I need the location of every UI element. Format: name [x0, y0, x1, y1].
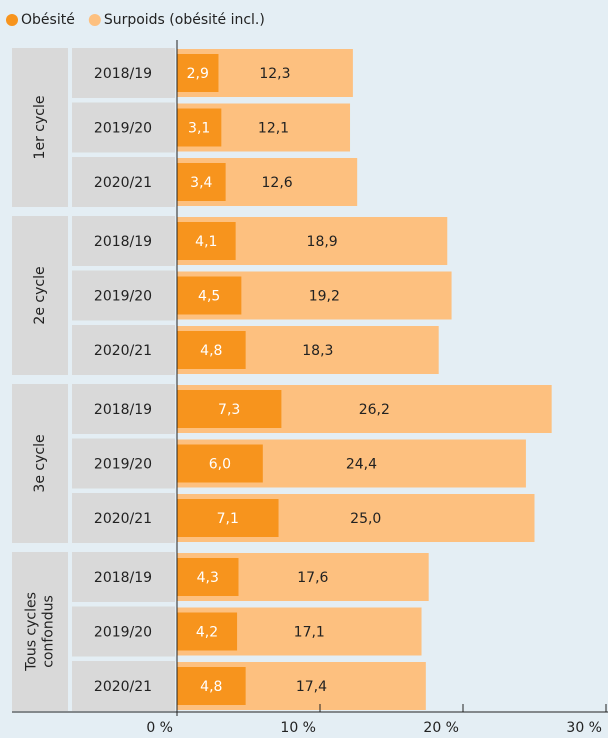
legend-swatch — [88, 14, 101, 26]
legend-swatch — [6, 14, 18, 26]
bar — [177, 222, 236, 260]
group-cell — [12, 48, 68, 207]
value-label: 25,0 — [350, 511, 381, 527]
value-label: 19,2 — [309, 289, 340, 305]
bar — [177, 667, 246, 705]
value-label: 17,1 — [294, 625, 325, 641]
value-label: 12,3 — [259, 66, 290, 82]
group-cell — [12, 552, 68, 711]
x-tick-label: 30 % — [566, 720, 602, 736]
value-label: 4,5 — [198, 289, 220, 305]
bar — [177, 499, 279, 537]
bar — [177, 390, 282, 428]
category-cell — [72, 216, 175, 266]
category-cell — [72, 384, 175, 434]
value-label: 12,1 — [258, 121, 289, 137]
value-label: 7,3 — [218, 402, 240, 418]
category-cell — [72, 157, 175, 207]
value-label: 3,1 — [188, 121, 210, 137]
category-cell — [72, 552, 175, 602]
legend-label: Surpoids (obésité incl.) — [104, 12, 265, 28]
value-label: 6,0 — [209, 457, 231, 473]
value-label: 4,3 — [197, 570, 219, 586]
bar — [177, 444, 263, 483]
category-cell — [72, 438, 175, 489]
value-label: 26,2 — [359, 402, 390, 418]
group-cell — [12, 384, 68, 543]
value-label: 24,4 — [346, 457, 377, 473]
category-label: 2018/19 — [94, 570, 152, 586]
bar — [177, 276, 242, 315]
group-cell — [12, 216, 68, 375]
value-label: 4,8 — [200, 343, 222, 359]
value-label: 2,9 — [187, 66, 209, 82]
x-tick-label: 0 % — [146, 720, 173, 736]
bar — [177, 558, 239, 596]
group-label: 2e cycle — [32, 266, 48, 324]
category-cell — [72, 661, 175, 711]
x-tick-label: 20 % — [423, 720, 459, 736]
value-label: 4,1 — [195, 234, 217, 250]
bar — [177, 331, 246, 369]
x-tick-label: 10 % — [280, 720, 316, 736]
category-cell — [72, 606, 175, 657]
value-label: 3,4 — [190, 175, 212, 191]
value-label: 4,8 — [200, 679, 222, 695]
category-label: 2020/21 — [94, 679, 152, 695]
bar — [177, 54, 219, 92]
bar — [177, 612, 238, 651]
category-cell — [72, 325, 175, 375]
category-label: 2018/19 — [94, 402, 152, 418]
value-label: 7,1 — [217, 511, 239, 527]
category-label: 2019/20 — [94, 121, 152, 137]
bar — [177, 163, 226, 201]
category-cell — [72, 270, 175, 321]
category-cell — [72, 48, 175, 98]
group-label: 3e cycle — [32, 434, 48, 492]
value-label: 4,2 — [196, 625, 218, 641]
category-label: 2019/20 — [94, 625, 152, 641]
category-cell — [72, 493, 175, 543]
legend-label: Obésité — [21, 12, 75, 28]
value-label: 17,6 — [297, 570, 328, 586]
category-label: 2020/21 — [94, 511, 152, 527]
group-label: Tous cyclesconfondus — [24, 592, 57, 672]
value-label: 12,6 — [262, 175, 293, 191]
category-label: 2018/19 — [94, 66, 152, 82]
value-label: 17,4 — [296, 679, 327, 695]
category-label: 2020/21 — [94, 343, 152, 359]
category-cell — [72, 102, 175, 153]
category-label: 2019/20 — [94, 457, 152, 473]
category-label: 2018/19 — [94, 234, 152, 250]
bar — [177, 108, 222, 147]
value-label: 18,9 — [307, 234, 338, 250]
category-label: 2019/20 — [94, 289, 152, 305]
category-label: 2020/21 — [94, 175, 152, 191]
group-label: 1er cycle — [32, 96, 48, 160]
value-label: 18,3 — [302, 343, 333, 359]
